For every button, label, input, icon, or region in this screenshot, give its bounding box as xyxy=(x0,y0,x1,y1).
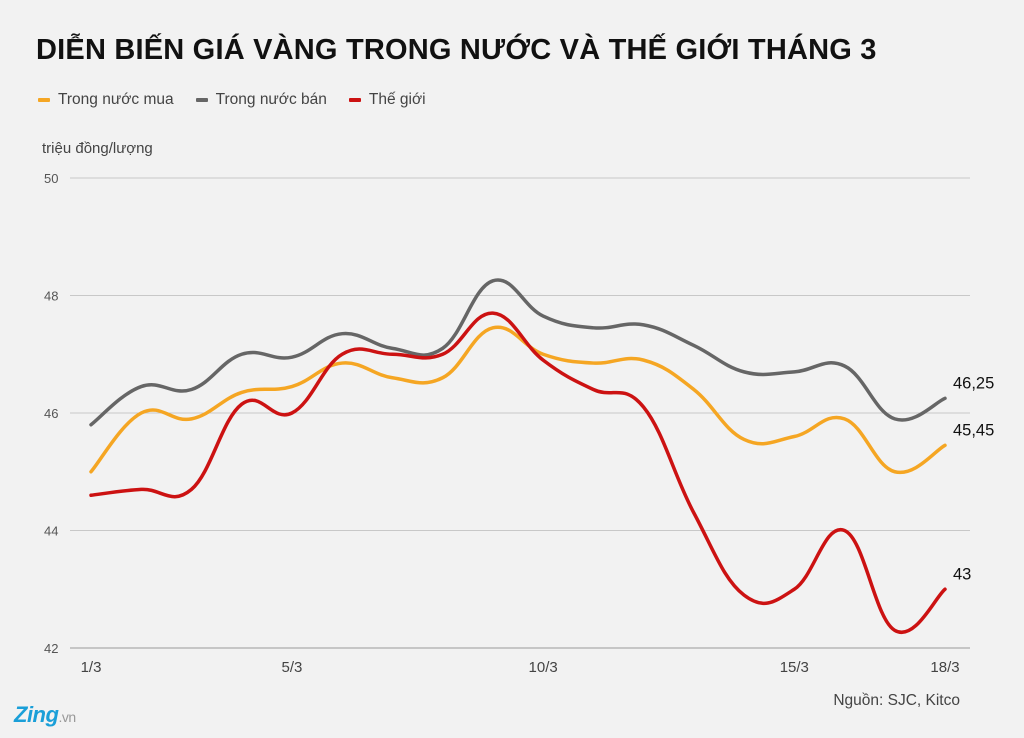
legend-item-sell: Trong nước bán xyxy=(195,91,327,109)
x-tick-label: 10/3 xyxy=(529,659,558,676)
chart-legend: Trong nước mua Trong nước bán Thế giới xyxy=(38,91,426,109)
series-line-trong-nuoc-mua xyxy=(89,325,947,475)
legend-item-world: Thế giới xyxy=(348,91,426,109)
end-value-label: 45,45 xyxy=(953,421,994,439)
y-tick-label: 46 xyxy=(44,406,58,421)
y-axis-label: triệu đồng/lượng xyxy=(42,140,153,157)
x-tick-label: 18/3 xyxy=(930,659,959,676)
y-tick-label: 48 xyxy=(44,289,58,304)
legend-item-buy: Trong nước mua xyxy=(38,91,174,109)
legend-label-sell: Trong nước bán xyxy=(215,91,327,108)
y-tick-label: 50 xyxy=(44,171,58,186)
legend-swatch-buy xyxy=(38,98,50,102)
legend-label-world: Thế giới xyxy=(368,91,426,108)
x-tick-label: 5/3 xyxy=(282,659,303,676)
legend-label-buy: Trong nước mua xyxy=(58,91,174,108)
y-tick-label: 44 xyxy=(44,524,58,539)
end-value-label: 46,25 xyxy=(953,374,994,392)
legend-swatch-world xyxy=(348,98,361,102)
series-line-the-gioi xyxy=(89,311,947,635)
end-value-label: 43 xyxy=(953,565,971,583)
x-tick-label: 1/3 xyxy=(81,659,102,676)
y-tick-label: 42 xyxy=(44,641,58,656)
chart-title: DIỄN BIẾN GIÁ VÀNG TRONG NƯỚC VÀ THẾ GIỚ… xyxy=(36,34,877,66)
series-line-trong-nuoc-ban xyxy=(89,278,947,427)
x-tick-label: 15/3 xyxy=(780,659,809,676)
zing-logo: Zing.vn xyxy=(14,702,76,727)
source-note: Nguồn: SJC, Kitco xyxy=(833,692,960,709)
legend-swatch-sell xyxy=(195,98,208,102)
